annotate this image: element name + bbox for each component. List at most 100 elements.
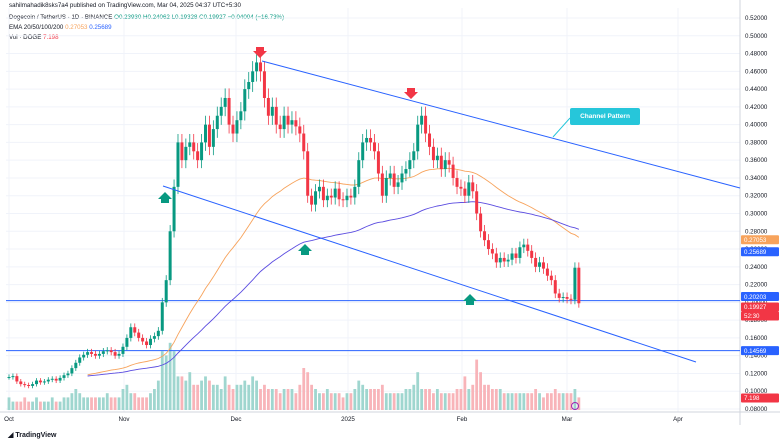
candle-body xyxy=(223,97,227,107)
volume-bar xyxy=(176,376,180,410)
candle-body xyxy=(227,97,231,125)
candle-body xyxy=(553,280,557,294)
volume-bar xyxy=(274,389,278,410)
volume-bar xyxy=(266,389,270,410)
candle-body xyxy=(243,89,247,112)
volume-bar xyxy=(141,397,145,410)
candle-body xyxy=(129,327,133,338)
volume-bar xyxy=(94,397,97,410)
candle-body xyxy=(180,142,184,161)
candle-body xyxy=(329,195,333,198)
y-tick-label: 0.16000 xyxy=(745,335,768,342)
volume-bar xyxy=(168,342,172,410)
candle-body xyxy=(392,173,396,187)
candle-body xyxy=(526,244,530,251)
y-tick-label: 0.34000 xyxy=(745,175,768,182)
candle-body xyxy=(557,293,561,298)
volume-bar xyxy=(35,397,38,410)
volume-bar xyxy=(577,397,581,410)
volume-bar xyxy=(117,397,121,410)
candle-body xyxy=(231,124,235,134)
volume-bar xyxy=(557,393,561,410)
candle-body xyxy=(259,62,263,72)
candle-body xyxy=(188,142,192,147)
candle-body xyxy=(475,191,479,214)
volume-bar xyxy=(7,397,11,410)
candle-body xyxy=(459,186,463,189)
candle-body xyxy=(78,357,82,363)
candle-body xyxy=(341,199,345,201)
candle-body xyxy=(19,381,23,385)
candle-body xyxy=(207,124,211,147)
volume-bar xyxy=(365,389,369,410)
volume-bar xyxy=(97,397,101,410)
volume-bar xyxy=(286,389,290,410)
y-tick-label: 0.32000 xyxy=(745,193,768,200)
candle-body xyxy=(86,352,90,355)
candle-body xyxy=(23,384,27,386)
volume-bar xyxy=(219,389,223,410)
candle-body xyxy=(176,142,180,187)
candle-body xyxy=(435,155,439,161)
candle-body xyxy=(164,280,168,303)
candle-body xyxy=(172,186,176,232)
volume-bar xyxy=(215,384,219,410)
volume-bar xyxy=(149,393,152,410)
candle-body xyxy=(7,377,11,379)
volume-bar xyxy=(282,389,286,410)
candle-body xyxy=(90,352,94,354)
x-tick-label: Oct xyxy=(4,416,14,423)
candle-body xyxy=(235,120,239,134)
volume-bar xyxy=(259,389,262,410)
candle-body xyxy=(141,337,145,342)
candle-body xyxy=(290,120,294,125)
candle-body xyxy=(274,106,278,125)
candle-body xyxy=(97,353,101,356)
y-tick-label: 0.30000 xyxy=(745,211,768,218)
candle-body xyxy=(101,351,105,354)
candle-body xyxy=(247,81,251,90)
price-label: 7.198 xyxy=(744,395,760,402)
volume-bar xyxy=(62,397,66,410)
ema-100-line xyxy=(87,201,580,377)
candle-body xyxy=(471,182,475,192)
volume-bar xyxy=(66,397,70,410)
price-label-bg xyxy=(741,346,779,356)
candle-body xyxy=(262,71,266,98)
ema-label: EMA 20/50/100/200 xyxy=(9,24,64,31)
candle-body xyxy=(317,186,321,192)
candle-body xyxy=(125,337,129,347)
candle-body xyxy=(137,332,141,338)
volume-bar xyxy=(573,389,577,410)
volume-bar xyxy=(19,401,23,410)
volume-bar xyxy=(502,393,506,410)
candle-body xyxy=(298,126,302,134)
candle-body xyxy=(255,62,259,72)
volume-bar xyxy=(227,384,231,410)
candle-body xyxy=(192,142,196,152)
volume-bar xyxy=(530,393,534,410)
vol-line: Vol · DOGE 7.198 xyxy=(9,34,59,42)
volume-bar xyxy=(314,389,317,410)
volume-bar xyxy=(475,359,479,410)
volume-bar xyxy=(263,384,266,410)
candle-body xyxy=(109,350,113,353)
volume-bar xyxy=(408,389,412,410)
candle-body xyxy=(306,151,310,196)
volume-bar xyxy=(546,393,549,410)
volume-bar xyxy=(463,376,467,410)
volume-bar xyxy=(341,397,345,410)
ema-value-1: 0.27053 xyxy=(65,24,88,31)
candle-body xyxy=(416,124,420,152)
volume-bar xyxy=(325,389,329,410)
tradingview-logo: ◢ TradingView xyxy=(8,432,57,439)
volume-bar xyxy=(247,384,251,410)
volume-bar xyxy=(412,384,416,410)
candle-body xyxy=(412,151,416,161)
candle-body xyxy=(337,188,341,200)
volume-bar xyxy=(490,389,494,410)
candle-body xyxy=(219,106,223,116)
candle-body xyxy=(121,346,125,354)
candle-body xyxy=(321,186,325,201)
